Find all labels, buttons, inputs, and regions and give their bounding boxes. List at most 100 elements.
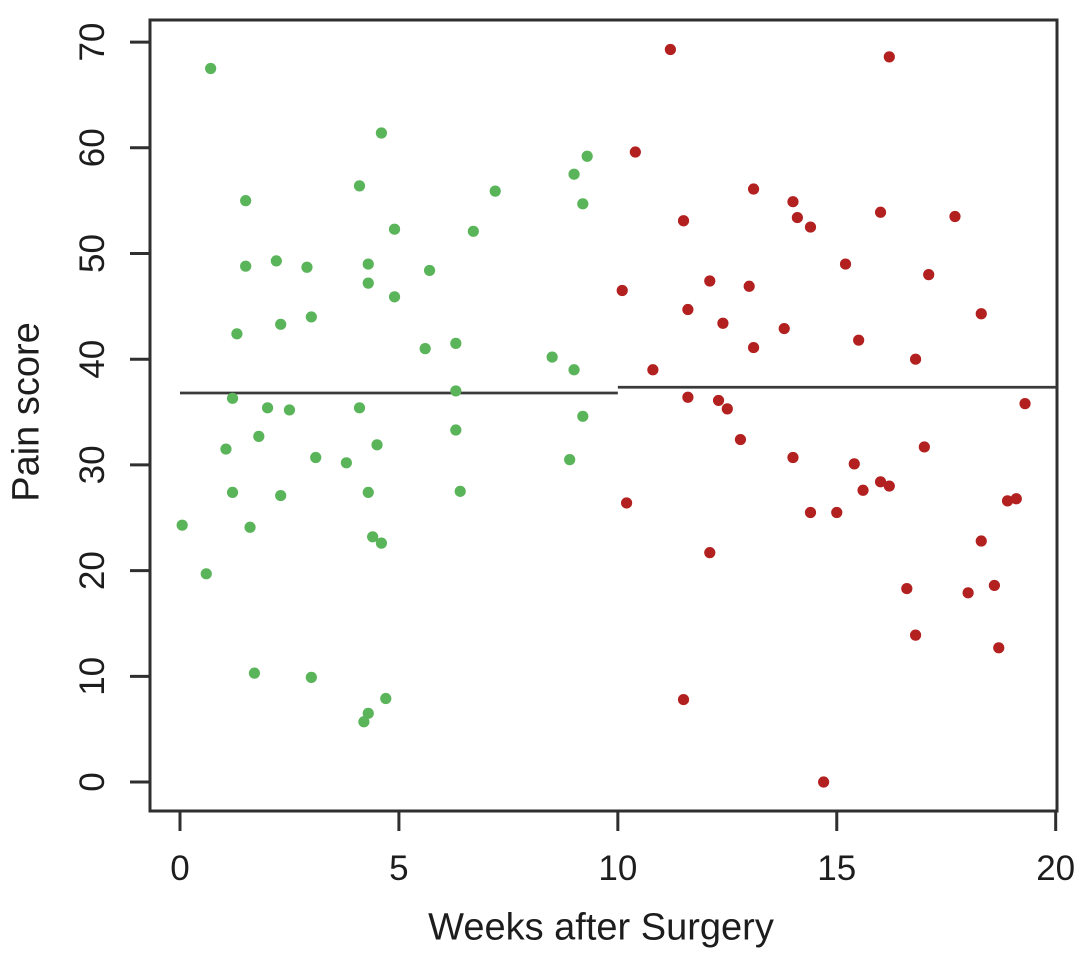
data-point	[682, 303, 694, 316]
data-point	[857, 484, 869, 496]
data-point	[226, 486, 239, 499]
data-point	[734, 433, 747, 446]
x-tick-label: 0	[170, 849, 189, 888]
data-point	[568, 168, 580, 180]
data-point	[423, 264, 436, 277]
data-point	[362, 486, 374, 499]
data-point	[371, 439, 383, 451]
data-point	[340, 457, 352, 469]
data-point	[712, 394, 725, 407]
data-point	[353, 402, 366, 414]
data-point	[362, 258, 374, 270]
y-tick-label: 40	[73, 340, 112, 379]
data-point	[367, 531, 379, 543]
y-tick-label: 50	[73, 234, 112, 273]
x-tick-label: 20	[1036, 849, 1075, 888]
data-point	[647, 364, 659, 376]
data-point	[310, 451, 322, 464]
data-point	[577, 410, 589, 422]
x-tick-label: 15	[817, 849, 856, 888]
data-point	[975, 308, 987, 320]
data-point	[305, 311, 317, 323]
x-tick-label: 5	[389, 849, 408, 888]
data-point	[1001, 495, 1014, 507]
data-point	[874, 476, 887, 488]
data-point	[787, 196, 799, 208]
y-tick-label: 60	[73, 128, 112, 167]
data-point	[358, 716, 370, 728]
y-axis-label: Pain score	[5, 322, 48, 502]
data-point	[909, 629, 922, 641]
data-point	[874, 206, 887, 218]
data-point	[450, 424, 462, 436]
x-axis-label: Weeks after Surgery	[428, 906, 774, 949]
data-point	[581, 150, 593, 162]
data-point	[205, 62, 217, 75]
data-point	[839, 258, 852, 270]
data-point	[200, 568, 212, 580]
data-point	[721, 403, 733, 415]
data-point	[564, 454, 576, 466]
data-point	[454, 485, 466, 497]
data-point	[988, 579, 1000, 592]
data-point	[677, 215, 690, 227]
data-point	[450, 385, 462, 397]
data-point	[682, 391, 694, 403]
data-point	[248, 667, 261, 679]
data-point	[629, 146, 641, 158]
data-point	[831, 506, 843, 519]
data-point	[704, 547, 716, 559]
data-point	[975, 535, 987, 547]
data-point	[240, 195, 252, 207]
y-tick-label: 10	[73, 657, 112, 696]
data-point	[253, 430, 265, 442]
data-point	[804, 221, 817, 233]
data-point	[778, 322, 790, 335]
data-point	[787, 451, 799, 464]
data-point	[220, 443, 232, 455]
data-point	[883, 51, 895, 63]
data-point	[818, 776, 830, 788]
data-point	[848, 458, 860, 470]
data-point	[804, 506, 817, 519]
data-point	[1010, 493, 1022, 505]
data-point	[923, 269, 935, 281]
data-point	[546, 351, 558, 363]
data-point	[962, 587, 974, 599]
data-point	[577, 198, 589, 210]
data-point	[231, 328, 243, 340]
data-point	[717, 317, 729, 329]
data-point	[620, 497, 633, 509]
data-point	[380, 692, 392, 705]
data-point	[362, 707, 374, 719]
data-point	[747, 183, 760, 195]
data-point	[305, 671, 317, 683]
data-point	[743, 280, 755, 292]
data-point	[883, 480, 895, 492]
data-point	[375, 127, 388, 139]
data-point	[901, 582, 913, 595]
data-point	[261, 402, 274, 414]
data-point	[283, 404, 296, 416]
data-point	[176, 519, 188, 531]
data-point	[1019, 398, 1031, 410]
data-point	[704, 275, 716, 287]
data-point	[244, 521, 256, 533]
data-point	[677, 693, 690, 706]
y-tick-label: 70	[73, 23, 112, 62]
data-point	[853, 334, 865, 346]
data-point	[375, 537, 388, 549]
data-point	[301, 261, 313, 273]
data-point	[791, 211, 803, 224]
data-point	[226, 392, 239, 404]
data-point	[388, 291, 401, 303]
data-point	[450, 337, 462, 349]
data-point	[419, 343, 431, 355]
plot-box	[148, 18, 1059, 813]
data-point	[275, 489, 287, 502]
data-point	[747, 341, 760, 354]
data-point	[918, 441, 930, 453]
data-point	[909, 353, 922, 365]
